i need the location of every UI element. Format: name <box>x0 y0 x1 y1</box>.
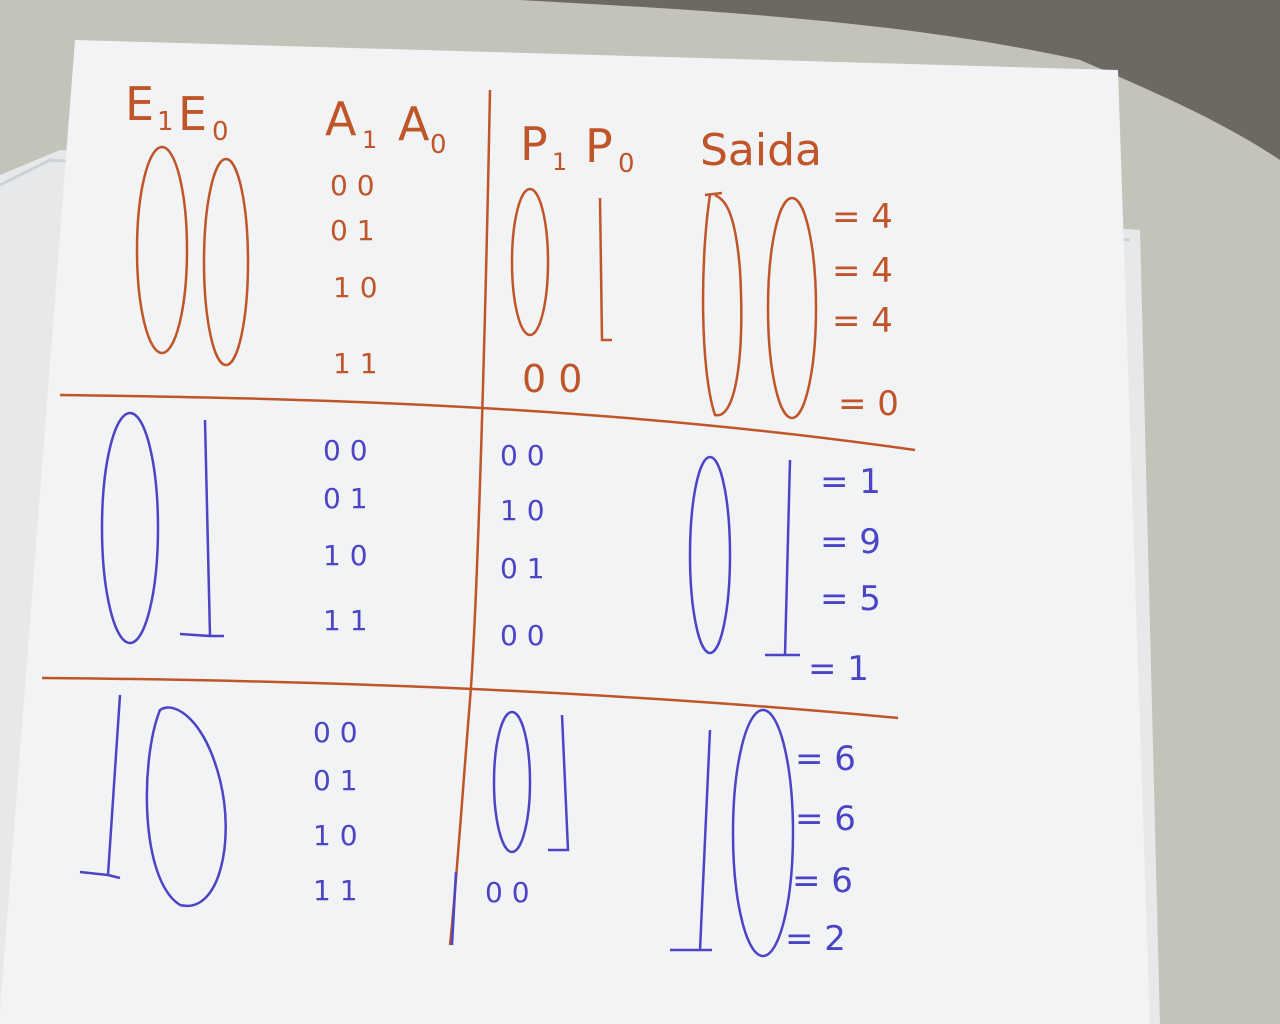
result: = 4 <box>832 251 893 291</box>
e1-zero-glyph <box>135 145 189 355</box>
vertical-divider <box>448 89 492 946</box>
a-bits-1: 0 0 0 1 1 0 1 1 <box>330 169 378 380</box>
a-row: 1 1 <box>333 347 378 380</box>
header-a0: A <box>398 97 430 151</box>
header-p0-sub: 0 <box>618 149 635 179</box>
header-p1: P <box>520 117 548 171</box>
header-row: E 1 E 0 A 1 A 0 P 1 P 0 Saida <box>125 77 822 179</box>
saida-one-glyph <box>765 459 800 657</box>
p1-zero-glyph <box>510 187 550 337</box>
result: = 5 <box>820 579 881 619</box>
header-e0: E <box>178 87 207 141</box>
horizontal-divider-1 <box>59 393 916 452</box>
header-e0-sub: 0 <box>212 117 229 147</box>
results-2: = 1 = 9 = 5 = 1 <box>808 462 881 689</box>
a-row: 0 0 <box>313 716 358 749</box>
result: = 1 <box>808 649 869 689</box>
result: = 4 <box>832 197 893 237</box>
results-1: = 4 = 4 = 4 = 0 <box>832 197 899 424</box>
e0-zero-glyph <box>202 157 250 367</box>
a-row: 1 0 <box>323 539 368 572</box>
section-3: 0 0 0 1 1 0 1 1 0 0 = 6 = 6 = 6 = 2 <box>79 694 856 959</box>
header-p1-sub: 1 <box>552 148 567 176</box>
p-row: 0 0 <box>522 357 582 401</box>
results-3: = 6 = 6 = 6 = 2 <box>785 739 856 959</box>
e1-zero-glyph <box>100 411 160 645</box>
result: = 1 <box>820 462 881 502</box>
a-bits-3: 0 0 0 1 1 0 1 1 <box>313 716 358 907</box>
p0-one-glyph <box>548 714 570 852</box>
header-e1: E <box>125 77 154 131</box>
result: = 9 <box>820 522 881 562</box>
saida-zero-glyph <box>688 455 732 655</box>
p-bits-2: 0 0 1 0 0 1 0 0 <box>500 439 545 652</box>
e1-one-glyph <box>79 694 122 880</box>
result: = 6 <box>795 739 856 779</box>
p0-one-glyph <box>598 197 612 342</box>
a-row: 0 0 <box>323 434 368 467</box>
dark-fabric <box>520 0 1280 160</box>
a-row: 1 0 <box>333 271 378 304</box>
a-row: 0 1 <box>313 764 358 797</box>
p-row: 1 0 <box>500 494 545 527</box>
p-row: 0 1 <box>500 552 545 585</box>
main-sheet <box>0 40 1150 1024</box>
a-row: 1 1 <box>323 604 368 637</box>
a-row: 1 1 <box>313 874 358 907</box>
section-1: 0 0 0 1 1 0 1 1 0 0 = 4 = 4 = 4 = 0 <box>135 145 899 424</box>
result: = 2 <box>785 919 846 959</box>
a-row: 1 0 <box>313 819 358 852</box>
p-row: 0 0 <box>485 876 530 909</box>
result: = 0 <box>838 384 899 424</box>
header-a1-sub: 1 <box>362 126 377 154</box>
p-bar <box>450 871 458 946</box>
saida-one-glyph <box>670 729 712 952</box>
header-a1: A <box>325 92 357 146</box>
a-row: 0 1 <box>323 482 368 515</box>
p1-zero-glyph <box>492 710 532 854</box>
a-row: 0 1 <box>330 214 375 247</box>
saida-zero-glyph <box>701 191 743 417</box>
e0-zero-glyph <box>145 706 227 908</box>
a-row: 0 0 <box>330 169 375 202</box>
e0-one-glyph <box>179 419 224 638</box>
header-p0: P <box>585 119 613 173</box>
horizontal-divider-2 <box>41 676 899 720</box>
result: = 6 <box>792 861 853 901</box>
p-row: 0 0 <box>500 439 545 472</box>
header-a0-sub: 0 <box>430 130 447 160</box>
p-row: 0 0 <box>500 619 545 652</box>
header-e1-sub: 1 <box>157 107 174 137</box>
result: = 6 <box>795 799 856 839</box>
section-2: 0 0 0 1 1 0 1 1 0 0 1 0 0 1 0 0 = 1 = 9 … <box>100 411 881 689</box>
result: = 4 <box>832 301 893 341</box>
saida-zero-glyph-2 <box>766 196 818 420</box>
a-bits-2: 0 0 0 1 1 0 1 1 <box>323 434 368 637</box>
header-saida: Saida <box>700 125 822 176</box>
saida-zero-glyph <box>731 708 795 958</box>
